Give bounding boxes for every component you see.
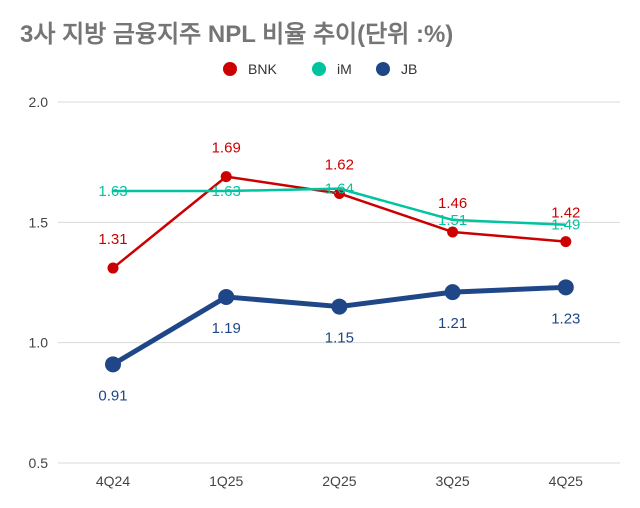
legend-marker — [312, 62, 326, 76]
data-label-BNK: 1.42 — [551, 205, 580, 222]
data-label-BNK: 1.46 — [438, 195, 467, 212]
data-point-BNK — [333, 187, 345, 199]
series-line-iM — [113, 187, 566, 226]
data-label-iM: 1.49 — [551, 217, 580, 234]
data-label-iM: 1.63 — [98, 183, 127, 200]
data-label-BNK: 1.31 — [98, 231, 127, 248]
x-tick-label: 2Q25 — [322, 473, 356, 489]
y-tick-label: 1.0 — [29, 335, 49, 351]
data-point-BNK — [220, 171, 232, 183]
data-point-BNK — [107, 262, 119, 274]
data-point-JB — [557, 279, 574, 296]
data-label-JB: 1.15 — [325, 330, 354, 347]
data-label-iM: 1.64 — [325, 181, 354, 198]
data-point-JB — [218, 288, 235, 305]
y-tick-label: 1.5 — [29, 214, 49, 230]
data-label-JB: 1.23 — [551, 310, 580, 327]
y-tick-label: 2.0 — [29, 94, 49, 110]
data-point-JB — [444, 284, 461, 301]
legend-label: JB — [401, 61, 417, 77]
data-point-BNK — [560, 236, 572, 248]
chart-title: 3사 지방 금융지주 NPL 비율 추이(단위 :%) — [20, 21, 454, 48]
legend-label: BNK — [248, 61, 277, 77]
data-point-BNK — [447, 226, 459, 238]
data-label-JB: 0.91 — [98, 387, 127, 404]
legend-marker — [223, 62, 237, 76]
data-point-JB — [331, 298, 348, 315]
data-label-iM: 1.51 — [438, 212, 467, 229]
data-label-JB: 1.19 — [212, 320, 241, 337]
data-label-BNK: 1.69 — [212, 140, 241, 157]
x-tick-label: 3Q25 — [435, 473, 469, 489]
y-tick-label: 0.5 — [29, 455, 49, 471]
data-point-JB — [105, 356, 121, 373]
data-label-JB: 1.21 — [438, 315, 467, 332]
data-label-BNK: 1.62 — [325, 156, 354, 173]
data-label-iM: 1.63 — [212, 183, 241, 200]
legend-label: iM — [337, 61, 352, 77]
x-tick-label: 4Q25 — [549, 473, 583, 489]
legend-marker — [376, 62, 390, 76]
x-tick-label: 1Q25 — [209, 473, 243, 489]
x-tick-label: 4Q24 — [96, 473, 130, 489]
